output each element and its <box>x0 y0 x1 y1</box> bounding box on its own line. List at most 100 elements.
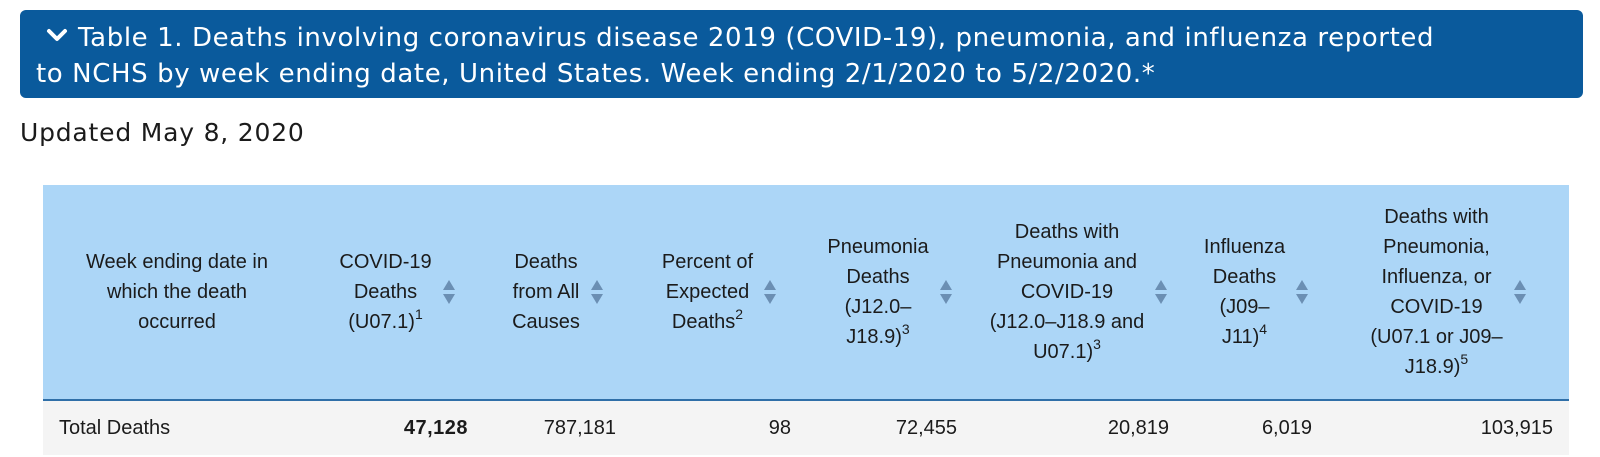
chevron-down-icon <box>47 29 67 41</box>
column-header-0: Week ending date in which the death occurr… <box>43 185 311 401</box>
sort-ascending-icon[interactable] <box>442 280 455 290</box>
updated-date: Updated May 8, 2020 <box>20 118 305 147</box>
column-header-line: Deaths <box>1212 266 1277 288</box>
column-header-line: Deaths2 <box>671 306 744 333</box>
footnote-marker: 3 <box>901 321 910 337</box>
sort-arrows-icon[interactable] <box>1513 279 1527 305</box>
column-header-line: Influenza, or <box>1381 266 1492 288</box>
table-cell: 787,181 <box>484 400 632 455</box>
column-header-line: Pneumonia and <box>996 251 1138 273</box>
column-header-line: which the death <box>106 281 248 303</box>
table-cell: 103,915 <box>1328 400 1569 455</box>
accordion-title-text-1: Table 1. Deaths involving coronavirus di… <box>78 23 1435 53</box>
column-header-line: J11)4 <box>1221 321 1268 348</box>
column-header-inner: Percent of Expected Deaths2 <box>632 247 807 337</box>
sort-ascending-icon[interactable] <box>590 280 603 290</box>
column-header-line: Pneumonia <box>827 236 929 258</box>
column-header-line: Week ending date in <box>86 251 268 273</box>
column-header-line: Expected <box>665 281 750 303</box>
table-cell: 98 <box>632 400 807 455</box>
column-header-inner: Pneumonia Deaths (J12.0– J18.9)3 <box>807 232 973 352</box>
sort-descending-icon[interactable] <box>1513 294 1526 304</box>
column-header-line: Deaths with <box>1014 221 1120 243</box>
sort-ascending-icon[interactable] <box>1513 280 1526 290</box>
column-header-6[interactable]: Influenza Deaths (J09– J11)4 <box>1185 185 1328 401</box>
column-header-line: Deaths <box>846 266 910 288</box>
column-header-label: Deaths from All Causes <box>512 247 580 337</box>
row-label-cell: Total Deaths <box>43 400 311 455</box>
column-header-inner: COVID-19 Deaths (U07.1)1 <box>311 247 484 337</box>
sort-arrows-icon[interactable] <box>939 279 953 305</box>
column-header-line: Influenza <box>1203 236 1286 258</box>
column-header-line: (J12.0– <box>844 296 912 318</box>
footnote-marker: 1 <box>414 306 423 322</box>
column-header-label: Deaths with Pneumonia, Influenza, or COVID-… <box>1370 202 1502 382</box>
accordion-title-line-1: Table 1. Deaths involving coronavirus di… <box>36 20 1567 56</box>
column-header-line: COVID-19 <box>1390 296 1483 318</box>
column-header-line: (J12.0–J18.9 and <box>989 311 1145 333</box>
column-header-line: Deaths <box>514 251 578 273</box>
column-header-inner: Week ending date in which the death occurr… <box>43 247 311 337</box>
column-header-line: J18.9)3 <box>846 321 910 348</box>
column-header-1[interactable]: COVID-19 Deaths (U07.1)1 <box>311 185 484 401</box>
column-header-label: Week ending date in which the death occurr… <box>86 247 268 337</box>
sort-descending-icon[interactable] <box>764 294 777 304</box>
column-header-line: (U07.1)1 <box>348 306 423 333</box>
table-cell: 6,019 <box>1185 400 1328 455</box>
column-header-inner: Deaths with Pneumonia and COVID-19 (J12.0–J… <box>973 217 1185 367</box>
sort-descending-icon[interactable] <box>590 294 603 304</box>
column-header-line: Percent of <box>661 251 754 273</box>
footnote-marker: 5 <box>1460 351 1469 367</box>
column-header-label: Pneumonia Deaths (J12.0– J18.9)3 <box>827 232 928 352</box>
column-header-4[interactable]: Pneumonia Deaths (J12.0– J18.9)3 <box>807 185 973 401</box>
table-body: Total Deaths 47,128 787,181 98 72,455 20,819 6… <box>43 400 1569 455</box>
sort-ascending-icon[interactable] <box>1296 280 1309 290</box>
deaths-table: Week ending date in which the death occurr… <box>43 185 1569 455</box>
sort-arrows-icon[interactable] <box>590 279 604 305</box>
column-header-2[interactable]: Deaths from All Causes <box>484 185 632 401</box>
column-header-line: U07.1)3 <box>1033 336 1101 363</box>
column-header-inner: Influenza Deaths (J09– J11)4 <box>1185 232 1328 352</box>
accordion-title-line-2: to NCHS by week ending date, United Stat… <box>36 59 1156 89</box>
table-accordion-header[interactable]: Table 1. Deaths involving coronavirus di… <box>20 10 1583 98</box>
column-header-7[interactable]: Deaths with Pneumonia, Influenza, or COVID-… <box>1328 185 1569 401</box>
column-header-3[interactable]: Percent of Expected Deaths2 <box>632 185 807 401</box>
deaths-table-container: Week ending date in which the death occurr… <box>43 185 1569 455</box>
column-header-label: Influenza Deaths (J09– J11)4 <box>1204 232 1285 352</box>
column-header-5[interactable]: Deaths with Pneumonia and COVID-19 (J12.0–J… <box>973 185 1185 401</box>
sort-descending-icon[interactable] <box>442 294 455 304</box>
column-header-inner: Deaths from All Causes <box>484 247 632 337</box>
sort-descending-icon[interactable] <box>939 294 952 304</box>
column-header-line: J18.9)5 <box>1404 351 1469 378</box>
footnote-marker: 2 <box>735 306 744 322</box>
sort-ascending-icon[interactable] <box>1155 280 1168 290</box>
sort-arrows-icon[interactable] <box>1154 279 1168 305</box>
column-header-line: COVID-19 <box>339 251 432 273</box>
column-header-line: from All <box>512 281 580 303</box>
table-row: Total Deaths 47,128 787,181 98 72,455 20,819 6… <box>43 400 1569 455</box>
table-header-row: Week ending date in which the death occurr… <box>43 185 1569 401</box>
column-header-line: (J09– <box>1219 296 1270 318</box>
column-header-label: Percent of Expected Deaths2 <box>662 247 753 337</box>
sort-descending-icon[interactable] <box>1296 294 1309 304</box>
column-header-line: (U07.1 or J09– <box>1370 326 1503 348</box>
table-cell: 20,819 <box>973 400 1185 455</box>
column-header-inner: Deaths with Pneumonia, Influenza, or COVID-… <box>1328 202 1569 382</box>
column-header-line: occurred <box>138 311 216 333</box>
column-header-line: Causes <box>512 311 580 333</box>
column-header-label: COVID-19 Deaths (U07.1)1 <box>339 247 431 337</box>
column-header-label: Deaths with Pneumonia and COVID-19 (J12.0–J… <box>990 217 1145 367</box>
footnote-marker: 3 <box>1093 336 1101 352</box>
sort-ascending-icon[interactable] <box>939 280 952 290</box>
column-header-line: Deaths with <box>1384 206 1489 228</box>
sort-ascending-icon[interactable] <box>764 280 777 290</box>
sort-arrows-icon[interactable] <box>763 279 777 305</box>
sort-descending-icon[interactable] <box>1155 294 1168 304</box>
footnote-marker: 4 <box>1259 321 1268 337</box>
sort-arrows-icon[interactable] <box>442 279 456 305</box>
sort-arrows-icon[interactable] <box>1295 279 1309 305</box>
column-header-line: COVID-19 <box>1020 281 1114 303</box>
table-cell: 47,128 <box>311 400 484 455</box>
column-header-line: Pneumonia, <box>1383 236 1490 258</box>
column-header-line: Deaths <box>353 281 418 303</box>
